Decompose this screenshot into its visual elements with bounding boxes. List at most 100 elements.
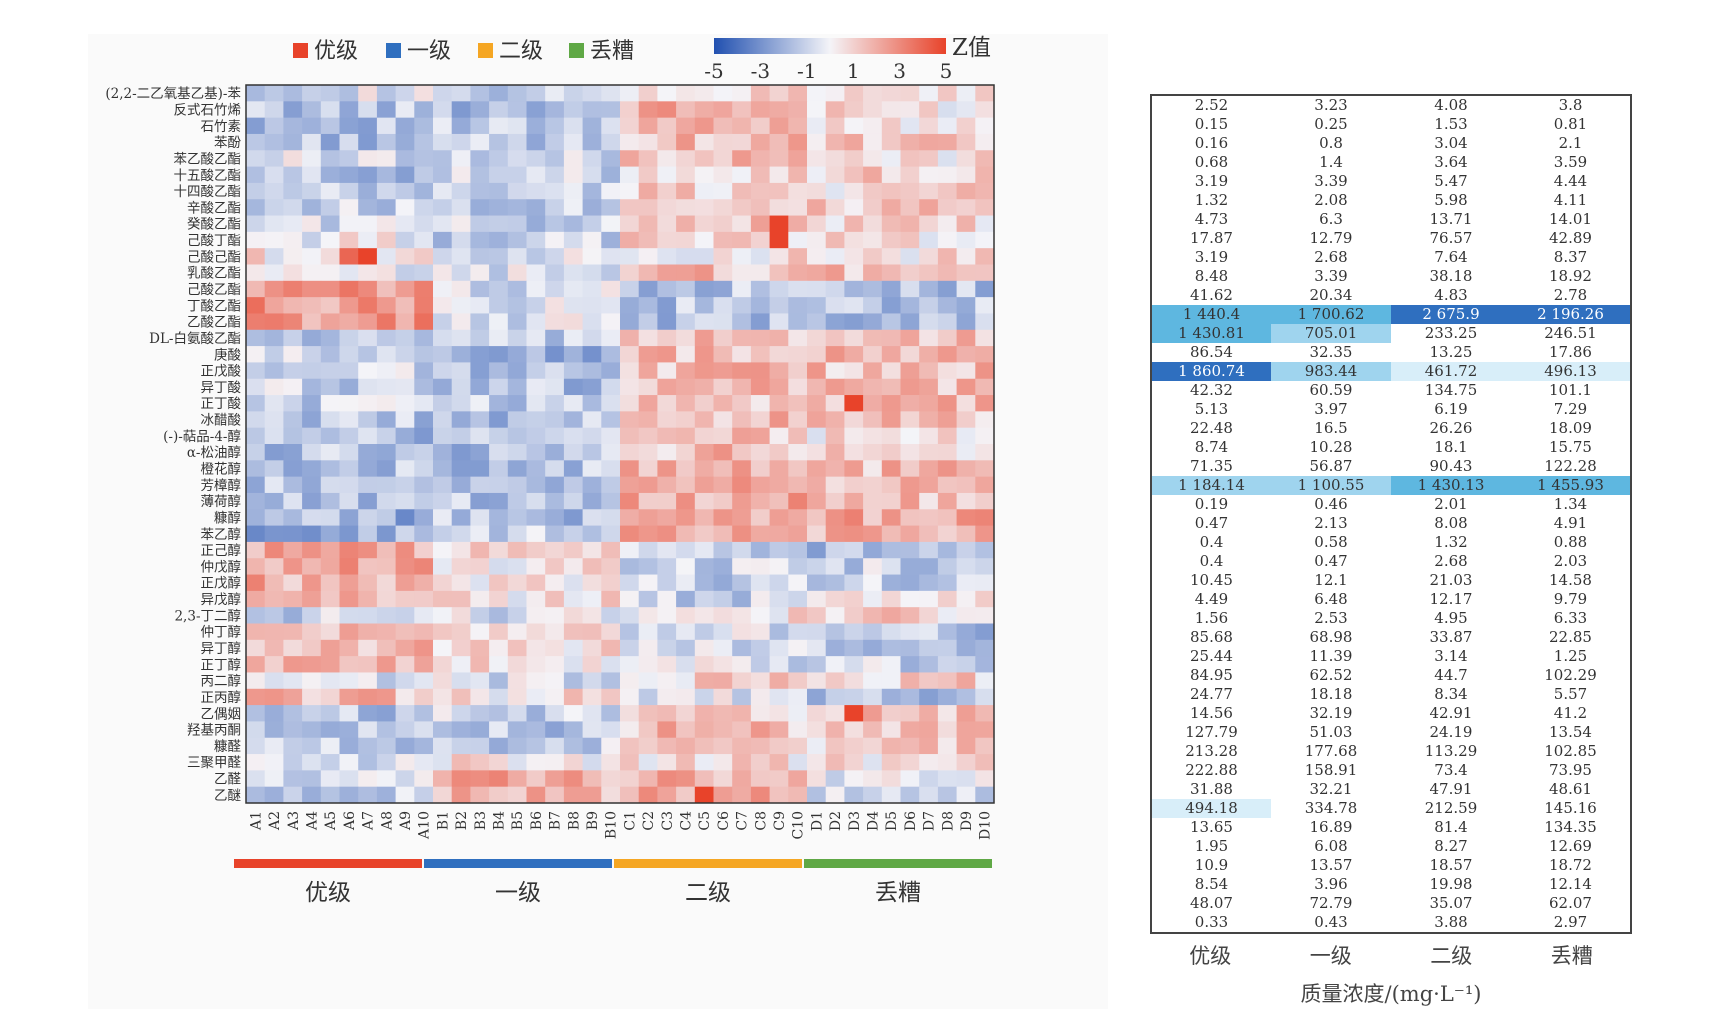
legend-label: 优级: [314, 39, 358, 64]
legend-swatch: [386, 43, 401, 58]
heatmap-cell: [676, 492, 696, 510]
heatmap-cell: [844, 215, 864, 233]
heatmap-cell: [376, 770, 396, 788]
heatmap-cell: [283, 476, 303, 494]
heatmap-cell: [769, 737, 789, 755]
column-label: A8: [379, 811, 395, 831]
heatmap-cell: [769, 117, 789, 135]
heatmap-cell: [900, 639, 920, 657]
heatmap-cell: [563, 607, 583, 624]
table-cell: 1 430.81: [1151, 324, 1271, 343]
heatmap-cell: [937, 411, 957, 429]
heatmap-cell: [620, 492, 640, 510]
colorbar-tick-label: -3: [751, 59, 770, 83]
column-label: C7: [735, 811, 751, 831]
heatmap-cell: [713, 444, 733, 461]
heatmap-cell: [620, 231, 640, 249]
heatmap-cell: [414, 509, 434, 526]
heatmap-cell: [433, 460, 453, 478]
heatmap-cell: [937, 166, 957, 184]
heatmap-cell: [302, 639, 322, 657]
heatmap-cell: [302, 231, 322, 249]
heatmap-cell: [302, 101, 322, 119]
heatmap-cell: [264, 705, 284, 722]
heatmap-cell: [433, 754, 453, 771]
heatmap-cell: [620, 541, 640, 559]
colorbar-title: Z值: [952, 35, 991, 61]
heatmap-cell: [582, 721, 602, 739]
table-cell: 17.87: [1190, 229, 1233, 247]
heatmap-cell: [956, 460, 976, 478]
column-label: D10: [978, 811, 994, 840]
heatmap-cell: [433, 264, 453, 282]
heatmap-cell: [937, 231, 957, 249]
heatmap-cell: [825, 656, 845, 673]
heatmap-cell: [283, 101, 303, 119]
heatmap-cell: [676, 133, 696, 151]
heatmap-cell: [807, 248, 827, 265]
heatmap-cell: [395, 215, 415, 233]
table-axis-label: 质量浓度/(mg·L⁻¹): [1300, 982, 1482, 1006]
heatmap-cell: [526, 231, 546, 249]
heatmap-cell: [975, 460, 995, 478]
heatmap-cell: [489, 509, 509, 526]
heatmap-cell: [358, 117, 378, 135]
heatmap-cell: [881, 525, 901, 543]
heatmap-cell: [956, 182, 976, 200]
heatmap-cell: [788, 721, 808, 739]
heatmap-cell: [358, 215, 378, 233]
heatmap-cell: [769, 688, 789, 706]
heatmap-cell: [507, 231, 527, 249]
heatmap-cell: [582, 395, 602, 412]
heatmap-cell: [825, 590, 845, 608]
heatmap-cell: [694, 313, 714, 331]
heatmap-cell: [788, 754, 808, 771]
table-cell: 0.58: [1314, 533, 1348, 551]
heatmap-cell: [638, 737, 658, 755]
heatmap-cell: [713, 378, 733, 396]
heatmap-cell: [358, 656, 378, 673]
table-cell: 71.35: [1190, 457, 1233, 475]
heatmap-cell: [358, 378, 378, 396]
column-label: B2: [454, 811, 470, 830]
heatmap-cell: [750, 770, 770, 788]
heatmap-cell: [788, 362, 808, 380]
heatmap-cell: [769, 85, 789, 102]
concentration-table-panel: 2.52 3.23 4.08 3.8 0.15 0.25 1.53 0.81 0.16 0.8 3.…: [1150, 94, 1632, 1006]
heatmap-cell: [937, 117, 957, 135]
heatmap-cell: [956, 476, 976, 494]
heatmap-cell: [620, 362, 640, 380]
heatmap-cell: [526, 607, 546, 624]
heatmap-cell: [451, 770, 471, 788]
heatmap-cell: [919, 150, 939, 167]
row-label: 芳樟醇: [201, 477, 242, 494]
heatmap-cell: [302, 786, 322, 804]
heatmap-cell: [414, 786, 434, 804]
heatmap-cell: [601, 786, 621, 804]
heatmap-cell: [320, 313, 340, 331]
heatmap-cell: [601, 444, 621, 461]
heatmap-cell: [807, 607, 827, 624]
heatmap-cell: [264, 460, 284, 478]
heatmap-cell: [507, 248, 527, 265]
heatmap-cell: [807, 231, 827, 249]
heatmap-cell: [395, 754, 415, 771]
heatmap-cell: [900, 541, 920, 559]
heatmap-cell: [264, 525, 284, 543]
heatmap-cell: [713, 395, 733, 412]
heatmap-cell: [246, 182, 266, 200]
heatmap-cell: [713, 688, 733, 706]
table-cell: 62.52: [1309, 666, 1353, 684]
heatmap-cell: [601, 85, 621, 102]
table-cell: 1.53: [1434, 115, 1468, 133]
heatmap-cell: [526, 786, 546, 804]
heatmap-cell: [788, 182, 808, 200]
heatmap-cell: [638, 166, 658, 184]
heatmap-cell: [376, 280, 396, 298]
heatmap-cell: [320, 395, 340, 412]
heatmap-cell: [358, 672, 378, 690]
heatmap-cell: [489, 362, 509, 380]
heatmap-cell: [769, 133, 789, 151]
table-cell: 4.91: [1553, 514, 1588, 532]
column-label: D1: [809, 811, 825, 831]
